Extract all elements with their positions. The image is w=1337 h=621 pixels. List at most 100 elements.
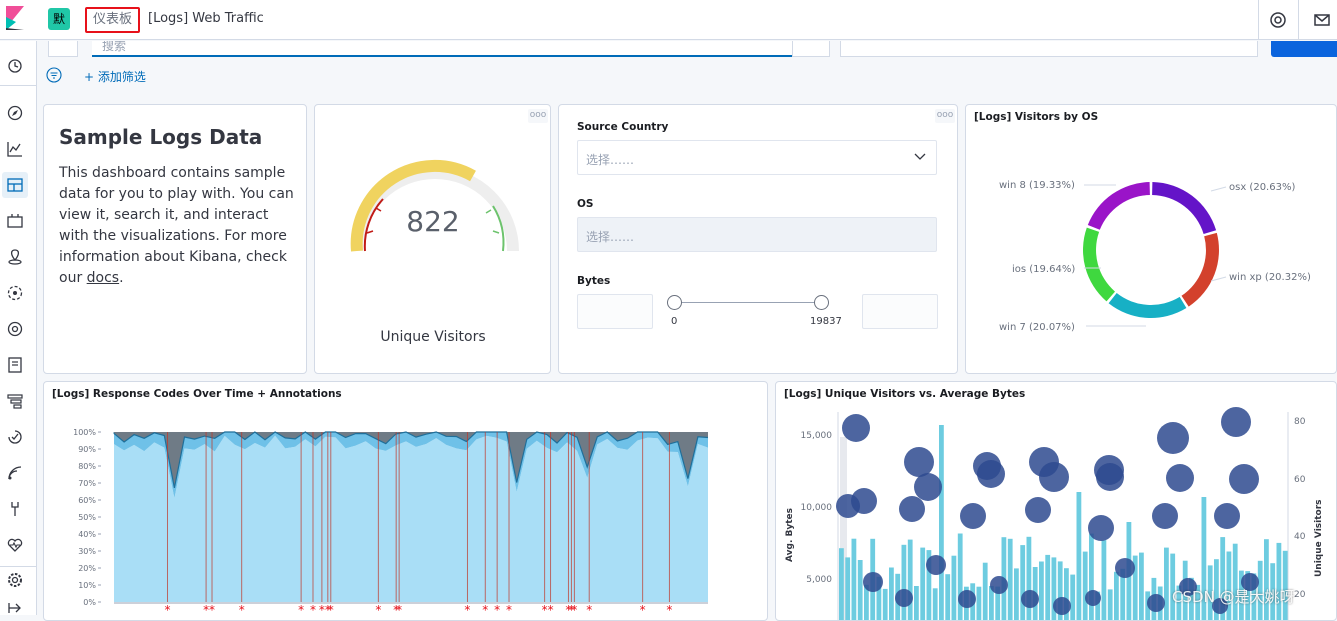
os-label: OS [577, 198, 594, 210]
donut-slice-1 [1182, 233, 1219, 307]
unique-visitors-dot [1229, 464, 1259, 494]
date-picker[interactable] [840, 41, 1258, 57]
y-tick-label: 40% [78, 530, 96, 539]
avg-bytes-bar [920, 548, 925, 621]
help-icon[interactable] [1268, 10, 1288, 30]
y-tick-label: 30% [78, 547, 96, 556]
unique-visitors-dot [1085, 590, 1101, 606]
mail-icon[interactable] [1312, 10, 1332, 30]
avg-bytes-bar [977, 587, 982, 621]
avg-bytes-bar [889, 568, 894, 621]
os-select[interactable]: 选择…… [577, 217, 937, 252]
markdown-title: Sample Logs Data [59, 125, 262, 149]
refresh-button[interactable] [1271, 41, 1337, 57]
avg-bytes-bar [858, 560, 863, 621]
avg-bytes-bar [914, 586, 919, 621]
nav-divider [0, 85, 36, 86]
management-gear-icon[interactable] [6, 571, 24, 589]
maps-icon[interactable] [6, 248, 24, 266]
filter-icon[interactable] [46, 67, 62, 83]
unique-visitors-dot [1166, 464, 1194, 492]
avg-bytes-bar [945, 574, 950, 621]
unique-visitors-dot [1025, 497, 1051, 523]
logs-icon[interactable] [6, 356, 24, 374]
donut-slice-2 [1109, 293, 1187, 318]
saved-query-button[interactable] [48, 41, 78, 57]
y-tick-label: 50% [78, 513, 96, 522]
unique-visitors-dot [836, 494, 860, 518]
bytes-range-min-handle[interactable] [667, 295, 682, 310]
bytes-range-max-label: 19837 [810, 316, 842, 327]
y2-tick-label: 20 [1294, 590, 1306, 600]
kibana-logo-icon[interactable] [4, 6, 26, 30]
unique-visitors-dot [1157, 422, 1189, 454]
controls-panel: ooo Source Country 选择…… OS 选择…… Bytes 0 … [558, 104, 958, 374]
avg-bytes-bar [1027, 537, 1032, 621]
nav-divider [0, 566, 36, 567]
unique-visitors-dot [863, 572, 883, 592]
pie-label-osx: osx (20.63%) [1229, 182, 1295, 193]
bytes-range-max-handle[interactable] [814, 295, 829, 310]
apm-icon[interactable] [6, 392, 24, 410]
avg-bytes-bar [852, 539, 857, 621]
bytes-label: Bytes [577, 275, 610, 287]
ml-icon[interactable] [6, 284, 24, 302]
dev-tools-icon[interactable] [6, 500, 24, 518]
avg-bytes-bar [1139, 553, 1144, 621]
area-series-200 [114, 436, 708, 602]
unique-visitors-dot [1096, 463, 1124, 491]
markdown-text: This dashboard contains sample data for … [59, 165, 294, 286]
unique-visitors-dot [904, 447, 934, 477]
header-divider [1258, 0, 1259, 40]
y-tick-label: 100% [73, 428, 96, 437]
collapse-nav-icon[interactable] [6, 599, 24, 617]
unique-visitors-dot [977, 460, 1005, 488]
avg-bytes-bar [883, 589, 888, 621]
search-input[interactable]: 搜索 [92, 41, 792, 57]
y-tick-label: 20% [78, 564, 96, 573]
panel-options-button[interactable]: ooo [935, 109, 955, 123]
uptime-icon[interactable] [6, 428, 24, 446]
unique-visitors-dot [1214, 503, 1240, 529]
kql-toggle-button[interactable] [792, 41, 830, 57]
docs-link[interactable]: docs [87, 270, 119, 286]
canvas-icon[interactable] [6, 212, 24, 230]
visualize-icon[interactable] [6, 140, 24, 158]
avg-bytes-bar [1089, 534, 1094, 621]
y-tick-label: 60% [78, 496, 96, 505]
avg-bytes-bar [1233, 544, 1238, 621]
gauge-panel: ooo 822 Unique Visitors [314, 104, 551, 374]
avg-bytes-bar [939, 425, 944, 621]
source-country-select[interactable]: 选择…… [577, 140, 937, 175]
visitors-bytes-panel: [Logs] Unique Visitors vs. Average Bytes… [775, 381, 1337, 621]
y-tick-label: 90% [78, 445, 96, 454]
unique-visitors-dot [958, 590, 976, 608]
discover-icon[interactable] [6, 104, 24, 122]
avg-bytes-bar [1083, 552, 1088, 621]
bytes-max-input[interactable] [862, 294, 938, 329]
y-tick-label: 10% [78, 581, 96, 590]
add-filter-button[interactable]: + 添加筛选 [84, 68, 146, 85]
avg-bytes-bar [1102, 540, 1107, 621]
breadcrumb-dashboard[interactable]: 仪表板 [85, 7, 140, 33]
avg-bytes-bar [1020, 545, 1025, 621]
os-placeholder: 选择…… [586, 230, 634, 244]
watermark: CSDN @是大姚呀 [1172, 586, 1295, 607]
unique-visitors-dot [1115, 558, 1135, 578]
dashboard-icon[interactable] [6, 176, 24, 194]
avg-bytes-bar [1070, 575, 1075, 621]
pie-label-ios: ios (19.64%) [1012, 264, 1075, 275]
bytes-min-input[interactable] [577, 294, 653, 329]
panel-options-button[interactable]: ooo [528, 109, 548, 123]
markdown-suffix: . [119, 270, 123, 286]
query-bar: 搜索 [40, 41, 1337, 59]
monitoring-icon[interactable] [6, 536, 24, 554]
unique-visitors-dot [926, 555, 946, 575]
response-codes-panel: [Logs] Response Codes Over Time + Annota… [43, 381, 768, 621]
infrastructure-icon[interactable] [6, 320, 24, 338]
space-avatar[interactable]: 默 [48, 8, 70, 30]
recent-icon[interactable] [6, 57, 24, 75]
y-tick-label: 5,000 [806, 575, 832, 585]
y2-tick-label: 80 [1294, 417, 1306, 427]
siem-icon[interactable] [6, 464, 24, 482]
